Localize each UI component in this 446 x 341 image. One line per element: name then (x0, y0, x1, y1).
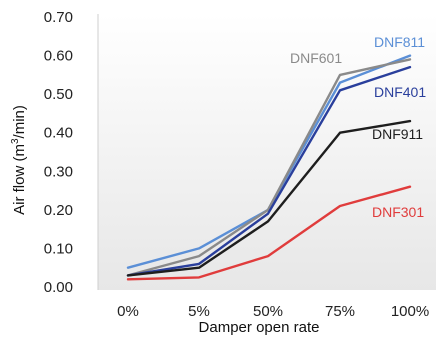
y-tick-label: 0.50 (44, 86, 73, 103)
series-label-dnf401: DNF401 (374, 84, 426, 100)
plot-area (98, 14, 436, 290)
y-tick-label: 0.60 (44, 48, 73, 65)
series-label-dnf601: DNF601 (290, 50, 342, 66)
series-label-dnf301: DNF301 (372, 204, 424, 220)
y-tick-labels: 0.00 0.10 0.20 0.30 0.40 0.50 0.60 0.70 (44, 9, 73, 296)
series-line-dnf911 (126, 119, 412, 277)
series-labels: DNF811 DNF601 DNF401 DNF911 DNF301 (290, 34, 426, 220)
x-tick-label: 5% (188, 303, 210, 320)
y-tick-label: 0.10 (44, 240, 73, 257)
x-tick-labels: 0% 5% 50% 75% 100% (117, 303, 429, 320)
y-axis-title: Air flow (m3/min) (10, 105, 28, 215)
y-tick-label: 0.40 (44, 125, 73, 142)
x-tick-label: 0% (117, 303, 139, 320)
x-tick-label: 50% (253, 303, 283, 320)
series-label-dnf811: DNF811 (374, 34, 425, 50)
series-line-dnf301 (126, 185, 412, 281)
y-tick-label: 0.30 (44, 163, 73, 180)
series-line-dnf401 (126, 65, 412, 277)
series-lines (126, 54, 412, 281)
series-label-dnf911: DNF911 (372, 126, 423, 142)
y-tick-label: 0.20 (44, 202, 73, 219)
x-tick-label: 75% (325, 303, 355, 320)
y-axis-title-tail: /min) (11, 105, 28, 138)
series-line-dnf601 (126, 58, 412, 277)
x-tick-label: 100% (391, 303, 429, 320)
y-axis-title-sup: 3 (10, 138, 21, 144)
y-axis-title-main: Air flow (m (11, 144, 28, 215)
y-tick-label: 0.00 (44, 279, 73, 296)
y-tick-label: 0.70 (44, 9, 73, 26)
x-axis-title: Damper open rate (199, 319, 320, 336)
